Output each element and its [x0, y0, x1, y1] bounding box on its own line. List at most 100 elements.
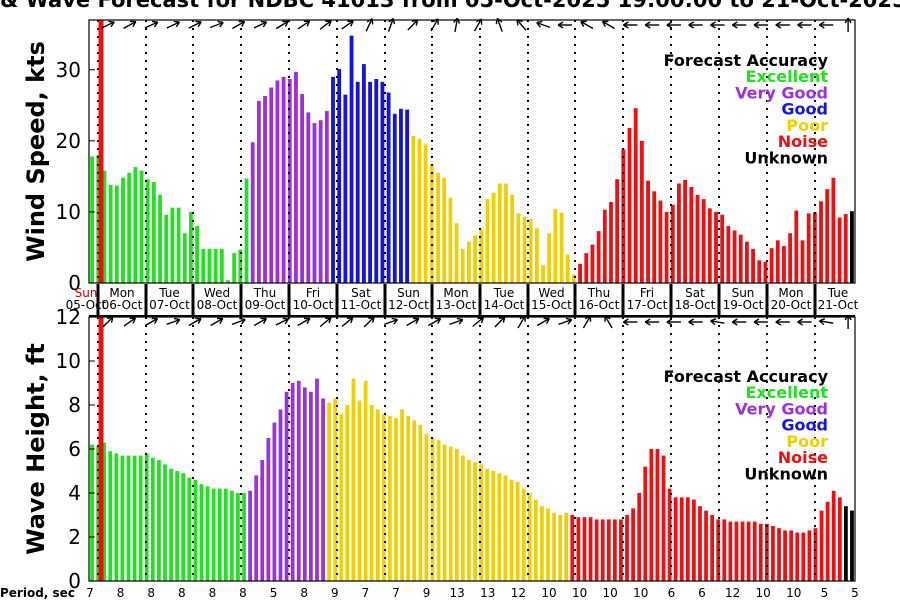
chart-bar — [813, 528, 818, 581]
chart-bar — [349, 35, 354, 283]
day-band-divider — [287, 284, 291, 316]
arrow-shaft — [144, 21, 159, 29]
direction-arrow — [209, 20, 224, 29]
chart-bar — [232, 253, 237, 283]
chart-bar — [491, 192, 496, 283]
chart-bar — [250, 142, 255, 283]
direction-arrow — [536, 317, 550, 327]
legend-item: Very Good — [735, 83, 828, 102]
period-value: 8 — [209, 586, 217, 600]
arrow-head — [557, 21, 564, 29]
day-band-divider — [813, 284, 817, 316]
arrow-head — [818, 318, 826, 326]
chart-bar — [442, 177, 447, 283]
legend-item: Unknown — [744, 149, 828, 168]
legend-item: Excellent — [746, 67, 829, 86]
chart-bar — [698, 506, 702, 581]
chart-bar — [133, 167, 138, 283]
chart-bar — [381, 413, 386, 581]
chart-bar — [758, 523, 763, 581]
chart-bar — [631, 508, 635, 581]
chart-bar — [609, 201, 613, 283]
day-name-label: Mon — [443, 286, 468, 300]
period-value: 10 — [633, 586, 648, 600]
arrow-head — [644, 318, 651, 326]
chart-bar — [722, 519, 727, 581]
direction-arrow — [144, 317, 159, 327]
direction-arrow — [253, 317, 267, 327]
chart-bar — [732, 230, 737, 283]
day-name-label: Fri — [306, 286, 320, 300]
chart-bar — [102, 170, 107, 283]
chart-bar — [211, 488, 216, 581]
chart-bar — [606, 519, 611, 581]
arrow-shaft — [188, 21, 202, 29]
arrow-head — [543, 317, 550, 324]
chart-bar — [157, 460, 161, 581]
chart-bar — [744, 241, 749, 283]
chart-bar — [394, 418, 398, 581]
chart-bar — [164, 214, 169, 283]
chart-bar — [339, 413, 344, 581]
chart-bar — [643, 466, 648, 581]
direction-arrow — [797, 21, 812, 29]
day-date-label: 06-Oct — [102, 298, 143, 312]
arrow-shaft — [166, 21, 180, 29]
chart-bar — [491, 471, 496, 581]
legend-item: Poor — [786, 432, 828, 451]
direction-arrow — [166, 20, 181, 29]
arrow-shaft — [319, 316, 332, 328]
arrow-shaft — [363, 316, 375, 328]
chart-bar — [667, 488, 672, 581]
direction-arrow — [818, 318, 834, 326]
arrow-head — [565, 317, 573, 325]
y-tick-label: 12 — [56, 305, 81, 329]
period-value: 10 — [572, 586, 587, 600]
arrow-shaft — [536, 317, 550, 327]
arrow-shaft — [387, 18, 394, 32]
chart-bar — [825, 501, 830, 581]
chart-bar — [782, 246, 786, 283]
period-value: 10 — [603, 586, 618, 600]
arrow-head — [731, 21, 738, 29]
chart-bar — [831, 490, 836, 581]
chart-bar — [837, 497, 842, 581]
chart-bar — [361, 64, 366, 283]
day-name-label: Sun — [75, 286, 98, 300]
chart-bar — [201, 248, 206, 283]
chart-bar — [738, 234, 743, 283]
day-name-label: Fri — [640, 286, 654, 300]
chart-bar — [294, 71, 298, 283]
period-value: 5 — [270, 586, 278, 600]
arrow-shaft — [496, 18, 503, 32]
chart-bar — [306, 112, 311, 283]
direction-arrow — [341, 316, 354, 328]
y-axis-label: Wind Speed, kts — [22, 41, 50, 262]
chart-bar — [327, 402, 332, 581]
direction-arrow — [473, 18, 483, 32]
chart-bar — [461, 455, 465, 581]
arrow-shaft — [231, 318, 246, 326]
arrow-head — [623, 318, 629, 326]
chart-bar — [497, 183, 502, 283]
chart-bar — [392, 113, 397, 283]
arrow-shaft — [384, 318, 398, 326]
arrow-shaft — [602, 20, 616, 30]
direction-arrow — [775, 21, 790, 29]
direction-arrow — [210, 317, 224, 327]
chart-bar — [720, 214, 725, 283]
arrow-shaft — [580, 20, 594, 30]
arrow-shaft — [449, 318, 464, 326]
chart-bar — [553, 209, 558, 283]
y-tick-label: 8 — [68, 393, 81, 417]
day-name-label: Sat — [351, 286, 371, 300]
chart-bar — [193, 479, 198, 581]
chart-bar — [121, 177, 125, 283]
chart-bar — [302, 387, 307, 581]
chart-bar — [120, 455, 125, 581]
arrow-head — [644, 21, 651, 29]
chart-bar — [412, 420, 417, 581]
chart-bar — [528, 219, 533, 283]
chart-bar — [102, 442, 107, 581]
